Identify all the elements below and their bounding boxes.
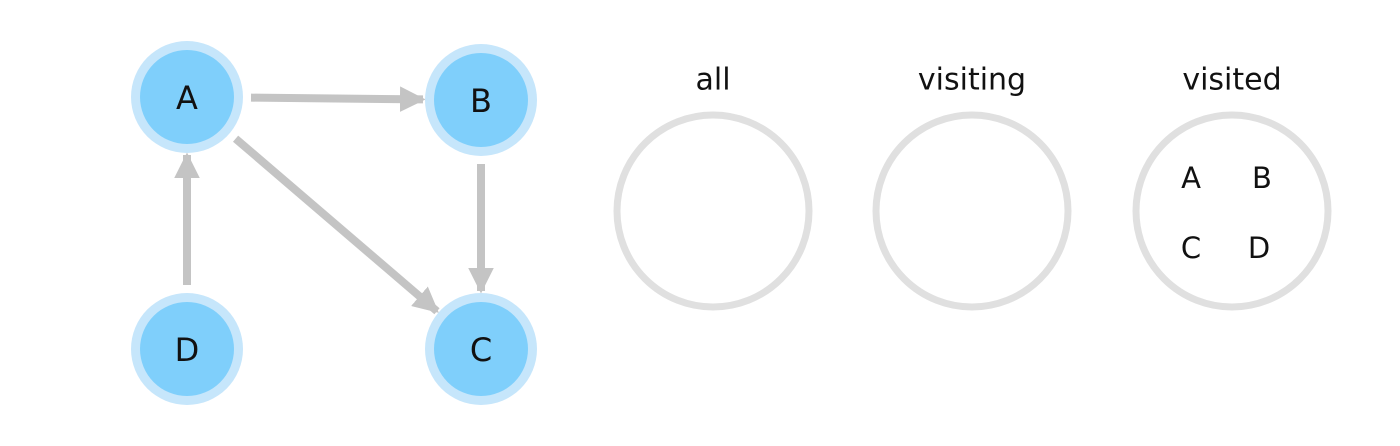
set-visited-item: C — [1181, 231, 1201, 265]
node-a: A — [131, 41, 243, 153]
node-d-circle — [140, 302, 234, 396]
set-visiting-title: visiting — [918, 63, 1026, 98]
set-all-title: all — [695, 63, 730, 98]
node-c-circle — [434, 302, 528, 396]
set-all-ring — [613, 111, 813, 311]
set-visiting: visiting — [872, 63, 1072, 311]
set-visited-item: B — [1252, 161, 1272, 195]
set-visiting-ring — [872, 111, 1072, 311]
edge-a-to-b — [250, 86, 426, 112]
node-a-circle — [140, 50, 234, 144]
node-b-label: B — [470, 82, 492, 120]
node-a-label: A — [176, 79, 198, 117]
edge-a-to-c — [232, 135, 440, 315]
node-d: D — [131, 293, 243, 405]
node-c: C — [425, 293, 537, 405]
set-visited-item: D — [1248, 231, 1270, 265]
node-b: B — [425, 44, 537, 156]
node-d-label: D — [175, 331, 200, 369]
set-visited-title: visited — [1182, 63, 1281, 98]
set-visited: visited A B C D — [1132, 63, 1332, 311]
set-all: all — [613, 63, 813, 311]
node-b-circle — [434, 53, 528, 147]
graph-edges — [174, 86, 494, 315]
set-visited-ring — [1132, 111, 1332, 311]
node-c-label: C — [470, 331, 492, 369]
graph-nodes: A B C D — [131, 41, 537, 405]
set-visited-item: A — [1181, 161, 1201, 195]
